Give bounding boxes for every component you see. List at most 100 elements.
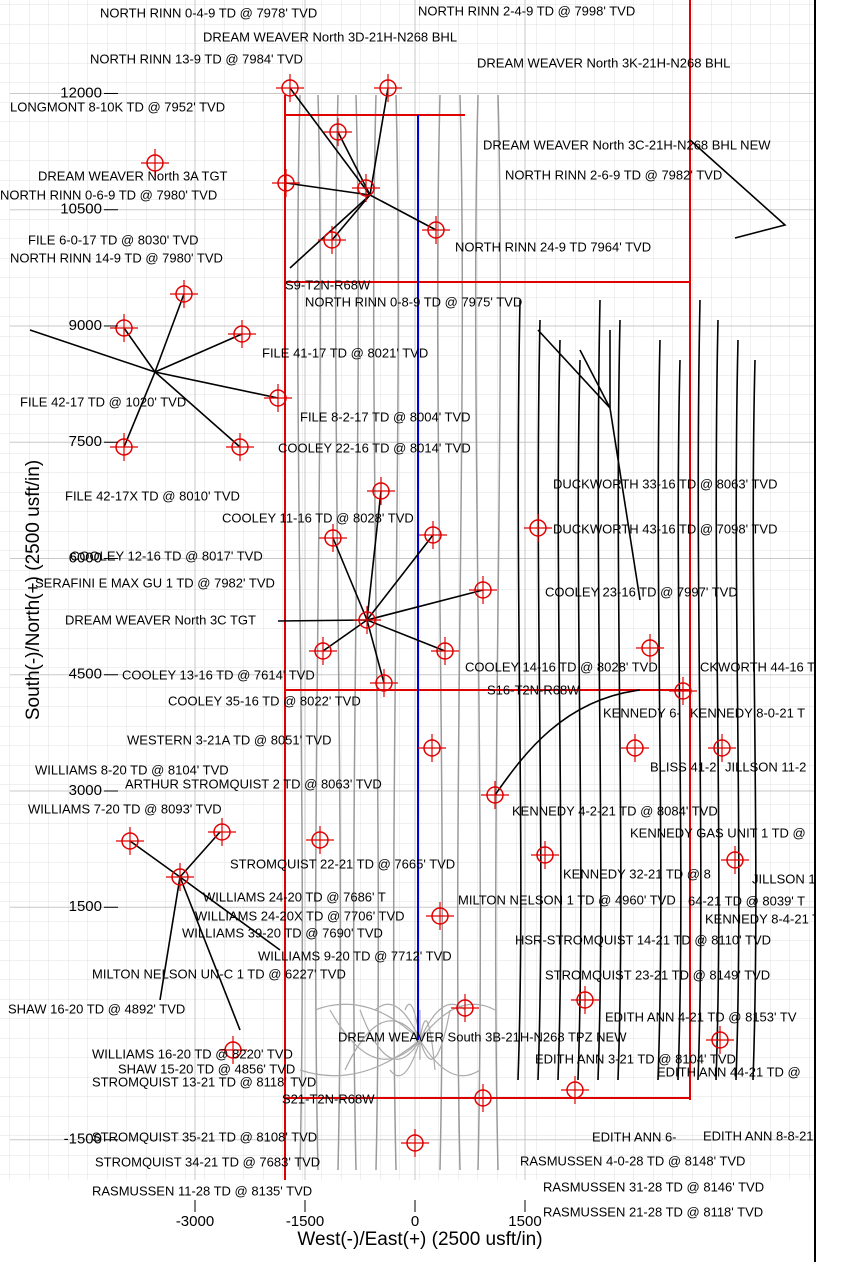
well-label: EDITH ANN 6- bbox=[592, 1129, 677, 1144]
well-label: KENNEDY 6- bbox=[603, 705, 681, 720]
well-label: KENNEDY 4-2-21 TD @ 8084' TVD bbox=[512, 803, 718, 818]
well-label: WILLIAMS 39-20 TD @ 7690' TVD bbox=[182, 925, 383, 940]
trajectory bbox=[322, 619, 368, 652]
well-label: DREAM WEAVER North 3C-21H-N268 BHL NEW bbox=[483, 137, 771, 152]
well-label: JILLSON 12- bbox=[752, 871, 827, 886]
fan-path bbox=[389, 1039, 421, 1077]
target-cross bbox=[706, 1026, 734, 1054]
well-label: SHAW 16-20 TD @ 4892' TVD bbox=[8, 1001, 185, 1016]
well-label: CKWORTH 44-16 TD bbox=[700, 659, 825, 674]
y-tick-label: 10500 bbox=[60, 201, 102, 218]
target-cross bbox=[370, 669, 398, 697]
y-tick-label: 1500 bbox=[69, 898, 102, 915]
trajectory bbox=[537, 319, 542, 1081]
target-cross bbox=[708, 734, 736, 762]
lateral-path bbox=[436, 94, 444, 1171]
well-label: SERAFINI E MAX GU 1 TD @ 7982' TVD bbox=[35, 575, 275, 590]
target-cross bbox=[422, 216, 450, 244]
y-tick-label: 3000 bbox=[69, 782, 102, 799]
well-label: NORTH RINN 24-9 TD 7964' TVD bbox=[455, 239, 651, 254]
trajectory bbox=[154, 371, 241, 448]
fan-path bbox=[344, 1020, 421, 1071]
well-label: NORTH RINN 0-4-9 TD @ 7978' TVD bbox=[100, 5, 317, 20]
trajectory bbox=[735, 339, 740, 1081]
trajectory bbox=[179, 831, 221, 878]
well-label: EDITH ANN 4-21 TD @ 8153' TV bbox=[605, 1009, 797, 1024]
well-label: FILE 42-17 TD @ 1020' TVD bbox=[20, 394, 186, 409]
target-cross bbox=[451, 994, 479, 1022]
well-label: COOLEY 11-16 TD @ 8028' TVD bbox=[222, 510, 414, 525]
target-cross bbox=[419, 521, 447, 549]
trajectory bbox=[715, 319, 720, 1081]
trajectory bbox=[332, 537, 368, 621]
well-label: ARTHUR STROMQUIST 2 TD @ 8063' TVD bbox=[125, 776, 382, 791]
well-label: NORTH RINN 0-6-9 TD @ 7980' TVD bbox=[0, 187, 217, 202]
trajectory bbox=[752, 359, 757, 1081]
well-label: WILLIAMS 16-20 TD @ 8220' TVD bbox=[92, 1046, 293, 1061]
trajectory bbox=[597, 299, 602, 1081]
target-cross bbox=[426, 902, 454, 930]
well-label: DUCKWORTH 33-16 TD @ 8063' TVD bbox=[553, 476, 777, 491]
trajectory bbox=[123, 327, 156, 373]
well-label: COOLEY 22-16 TD @ 8014' TVD bbox=[278, 440, 471, 455]
well-label: COOLEY 12-16 TD @ 8017' TVD bbox=[70, 548, 263, 563]
target-cross bbox=[481, 781, 509, 809]
trajectory bbox=[331, 194, 371, 241]
well-label: WILLIAMS 24-20 TD @ 7686' T bbox=[203, 889, 386, 904]
target-cross bbox=[110, 314, 138, 342]
trajectory bbox=[369, 87, 389, 196]
trajectory bbox=[577, 359, 582, 1081]
fan-path bbox=[419, 1009, 451, 1060]
x-tick-label: -3000 bbox=[176, 1213, 214, 1230]
well-label: KENNEDY 8-4-21 T bbox=[705, 911, 820, 926]
well-label: S21-T2N-R68W bbox=[282, 1091, 375, 1106]
target-cross bbox=[228, 320, 256, 348]
well-label: JILLSON 11-2 bbox=[725, 759, 806, 774]
well-label: NORTH RINN 13-9 TD @ 7984' TVD bbox=[90, 51, 303, 66]
well-label: KENNEDY 32-21 TD @ 8 bbox=[563, 866, 711, 881]
well-label: KENNEDY 8-0-21 T bbox=[690, 705, 805, 720]
well-label: FILE 42-17X TD @ 8010' TVD bbox=[65, 488, 240, 503]
x-tick-label: 0 bbox=[411, 1213, 419, 1230]
trajectory bbox=[123, 371, 156, 448]
well-label: RASMUSSEN 4-0-28 TD @ 8148' TVD bbox=[520, 1153, 745, 1168]
target-cross bbox=[401, 1129, 429, 1157]
x-tick-label: 1500 bbox=[508, 1213, 541, 1230]
x-axis-title: West(-)/East(+) (2500 usft/in) bbox=[297, 1229, 542, 1250]
target-cross bbox=[272, 169, 300, 197]
y-tick-label: -1500 bbox=[64, 1131, 102, 1148]
well-label: STROMQUIST 22-21 TD @ 7665' TVD bbox=[230, 856, 455, 871]
trajectory bbox=[277, 619, 368, 622]
trajectory bbox=[494, 689, 641, 796]
trajectory bbox=[366, 534, 434, 621]
trajectory bbox=[657, 339, 662, 1081]
target-cross bbox=[374, 74, 402, 102]
well-label: NORTH RINN 2-6-9 TD @ 7982' TVD bbox=[505, 167, 722, 182]
well-label: RASMUSSEN 31-28 TD @ 8146' TVD bbox=[543, 1179, 764, 1194]
target-cross bbox=[318, 226, 346, 254]
fan-path bbox=[419, 1039, 481, 1077]
trajectory bbox=[159, 876, 181, 1001]
fan-path bbox=[329, 1009, 421, 1060]
target-cross bbox=[531, 841, 559, 869]
well-label: BLISS 41-2 bbox=[650, 759, 717, 774]
trajectory bbox=[617, 319, 622, 1081]
target-cross bbox=[561, 1076, 589, 1104]
well-label: DREAM WEAVER North 3A TGT bbox=[38, 168, 228, 183]
well-label: FILE 6-0-17 TD @ 8030' TVD bbox=[28, 232, 199, 247]
target-cross bbox=[110, 433, 138, 461]
trajectory bbox=[609, 407, 641, 601]
trajectory bbox=[289, 87, 371, 196]
trajectory bbox=[29, 329, 156, 373]
fan-path bbox=[419, 1003, 466, 1041]
well-label: RASMUSSEN 11-28 TD @ 8135' TVD bbox=[92, 1183, 312, 1198]
trajectory bbox=[517, 299, 522, 1081]
fan-path bbox=[419, 1020, 436, 1071]
well-label: S16-T2N-R68W bbox=[487, 682, 580, 697]
target-cross bbox=[353, 606, 381, 634]
target-cross bbox=[306, 826, 334, 854]
well-label: STROMQUIST 23-21 TD @ 8149' TVD bbox=[545, 967, 770, 982]
well-label: EDITH ANN 3-21 TD @ 8104' TVD bbox=[535, 1051, 736, 1066]
fan-path bbox=[374, 1003, 421, 1041]
